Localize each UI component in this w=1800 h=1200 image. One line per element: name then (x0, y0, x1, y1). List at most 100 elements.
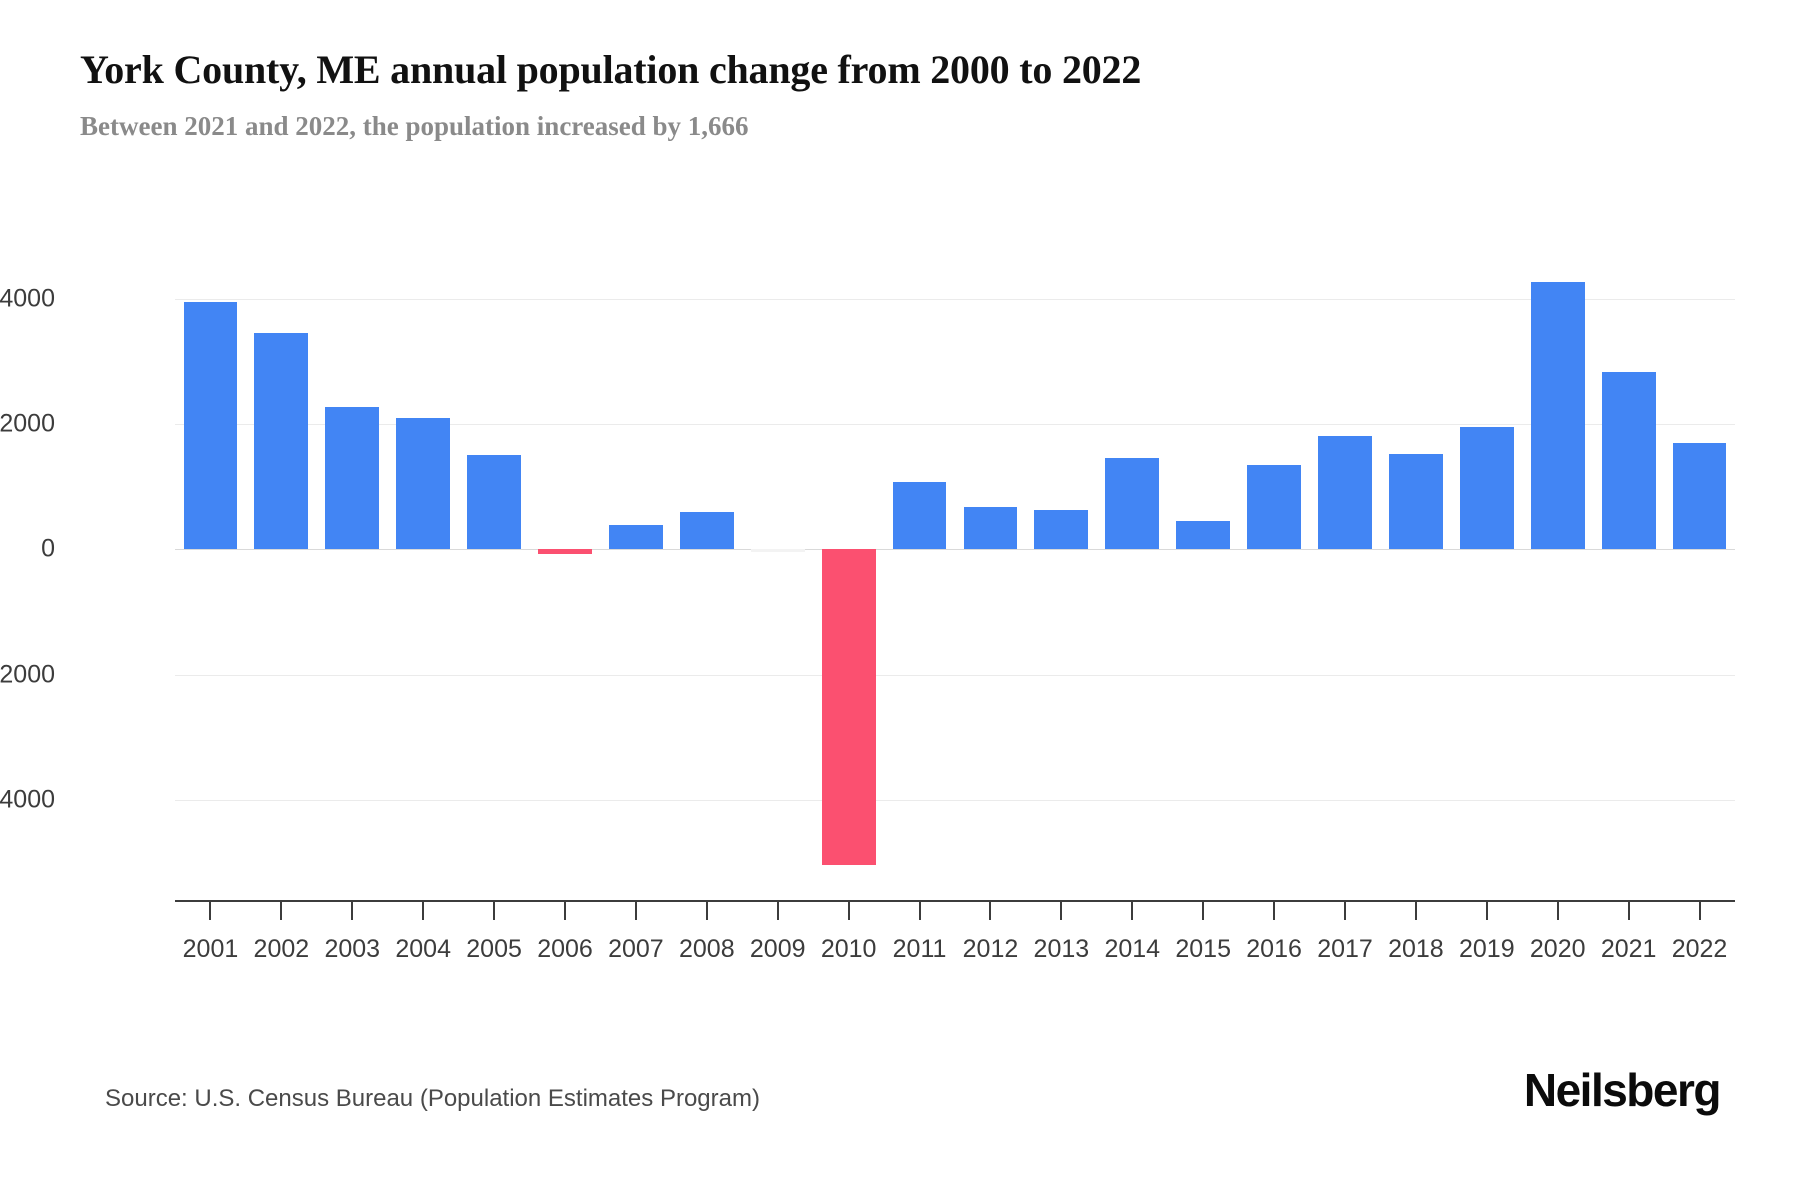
x-tick (918, 900, 921, 920)
y-tick-label: −4000 (0, 785, 55, 814)
bar-slot[interactable] (459, 255, 530, 900)
chart-subtitle: Between 2021 and 2022, the population in… (80, 111, 749, 141)
bar-2022[interactable] (1672, 443, 1727, 550)
x-axis-ticks (175, 900, 1735, 922)
bars-group (175, 255, 1735, 900)
zero-line (175, 549, 1735, 551)
x-tick (1060, 900, 1063, 920)
bar-2012[interactable] (963, 506, 1018, 550)
x-tick (1414, 900, 1417, 920)
x-tick (1344, 900, 1346, 920)
gridline (175, 298, 1735, 300)
bar-2013[interactable] (1034, 510, 1089, 550)
source-note: Source: U.S. Census Bureau (Population E… (105, 1085, 760, 1112)
x-tick-label: 2016 (1246, 935, 1302, 963)
bar-2015[interactable] (1176, 521, 1231, 550)
bar-slot[interactable] (317, 255, 388, 900)
x-tick (1556, 900, 1559, 920)
x-tick (634, 900, 637, 920)
x-tick-label: 2022 (1671, 935, 1728, 963)
gridline (175, 674, 1735, 676)
bar-slot[interactable] (1380, 255, 1451, 900)
gridline (175, 424, 1735, 426)
x-tick-label: 2006 (537, 935, 593, 963)
x-tick (209, 900, 212, 920)
bar-slot[interactable] (1593, 255, 1664, 900)
x-tick-label: 2005 (466, 935, 522, 963)
bar-2006[interactable] (538, 549, 592, 554)
bar-2005[interactable] (467, 454, 521, 550)
x-tick-label: 2021 (1600, 935, 1657, 963)
bar-2016[interactable] (1247, 464, 1301, 550)
bar-slot[interactable] (671, 255, 742, 900)
bar-2014[interactable] (1105, 457, 1160, 550)
x-tick-label: 2013 (1033, 935, 1090, 963)
bar-slot[interactable] (1026, 255, 1097, 900)
bar-2002[interactable] (254, 333, 309, 550)
x-tick (1698, 900, 1701, 920)
bar-2019[interactable] (1459, 426, 1514, 550)
bar-2018[interactable] (1388, 453, 1443, 550)
x-tick (776, 900, 779, 920)
x-tick (351, 900, 354, 920)
x-tick-label: 2004 (395, 935, 451, 963)
x-tick (1273, 900, 1276, 920)
bar-slot[interactable] (1239, 255, 1310, 900)
bar-2017[interactable] (1318, 435, 1372, 550)
bar-slot[interactable] (246, 255, 317, 900)
bar-2008[interactable] (679, 512, 734, 550)
x-axis-labels: 2001 2002 2003 2004 2005 2006 2007 2008 2009 2010… (175, 935, 1735, 975)
bar-slot[interactable] (600, 255, 671, 900)
bar-slot[interactable] (1451, 255, 1522, 900)
bar-slot[interactable] (955, 255, 1026, 900)
bar-slot[interactable] (1310, 255, 1381, 900)
bar-2007[interactable] (608, 524, 663, 550)
x-tick-label: 2018 (1388, 935, 1444, 963)
x-tick-label: 2012 (962, 935, 1019, 963)
bar-slot[interactable] (884, 255, 955, 900)
x-tick (1627, 900, 1630, 920)
x-tick (422, 900, 425, 920)
bar-slot[interactable] (813, 255, 884, 900)
y-tick-label: 0 (41, 534, 55, 563)
x-tick-label: 2007 (608, 935, 664, 963)
bar-slot[interactable] (530, 255, 601, 900)
y-tick-label: −2000 (0, 660, 55, 689)
y-tick-label: 4000 (0, 284, 55, 313)
bar-slot[interactable] (1664, 255, 1735, 900)
bar-2011[interactable] (892, 481, 947, 550)
bar-2020[interactable] (1530, 281, 1585, 550)
x-tick-label: 2008 (679, 935, 735, 963)
bar-2001[interactable] (183, 301, 238, 550)
x-axis-line (175, 900, 1735, 902)
x-tick (1202, 900, 1205, 920)
bar-2004[interactable] (396, 417, 451, 550)
x-tick (564, 900, 566, 920)
x-tick (493, 900, 496, 920)
y-tick-label: 2000 (0, 409, 55, 438)
x-tick (280, 900, 283, 920)
x-tick-label: 2014 (1104, 935, 1161, 963)
bar-slot[interactable] (175, 255, 246, 900)
bar-2009[interactable] (750, 549, 805, 553)
bar-2003[interactable] (325, 407, 380, 550)
bar-slot[interactable] (1168, 255, 1239, 900)
bar-slot[interactable] (1522, 255, 1593, 900)
x-tick-label: 2011 (892, 935, 947, 963)
bar-slot[interactable] (1097, 255, 1168, 900)
x-tick (705, 900, 708, 920)
x-tick (1485, 900, 1488, 920)
bar-slot[interactable] (742, 255, 813, 900)
x-tick-label: 2003 (324, 935, 381, 963)
plot-area (175, 255, 1735, 900)
x-tick-label: 2020 (1529, 935, 1586, 963)
chart-footer: Source: U.S. Census Bureau (Population E… (0, 1064, 1800, 1145)
x-tick-label: 2017 (1317, 935, 1373, 963)
x-tick (1131, 900, 1134, 920)
bar-slot[interactable] (388, 255, 459, 900)
bar-2021[interactable] (1601, 372, 1656, 550)
x-tick-label: 2001 (182, 935, 239, 963)
bar-2010[interactable] (821, 549, 876, 865)
x-tick (989, 900, 992, 920)
